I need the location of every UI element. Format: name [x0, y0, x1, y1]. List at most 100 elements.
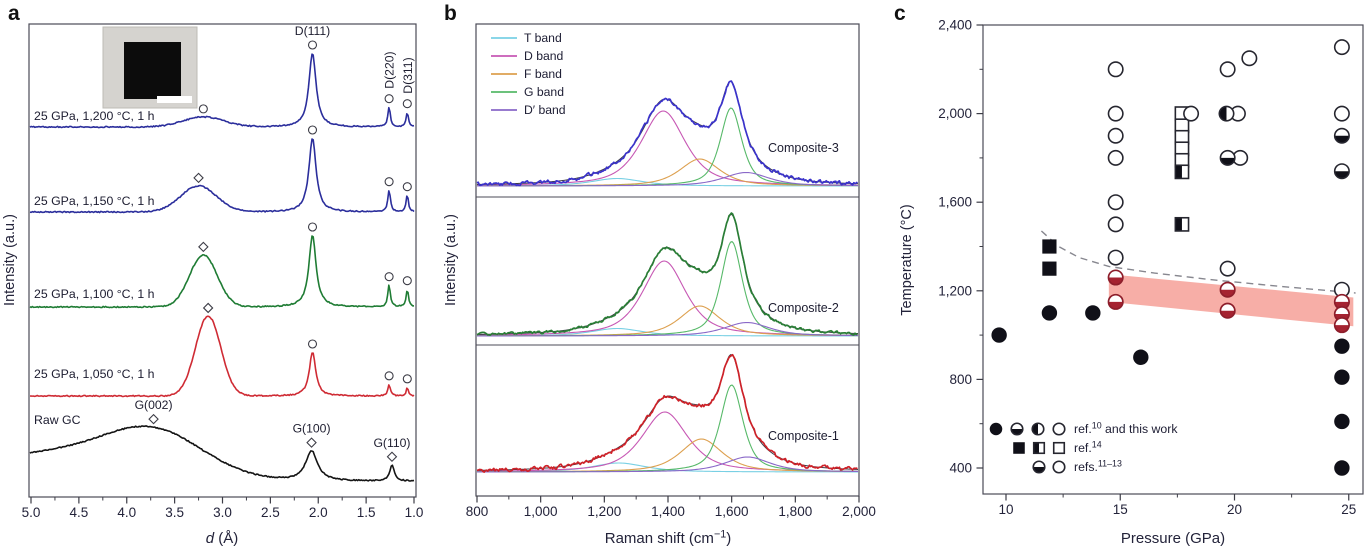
marker-circle-open [1107, 127, 1124, 144]
marker-circle-open [1052, 460, 1066, 474]
marker-circle-open [1219, 61, 1236, 78]
peak-marker-circle [384, 272, 394, 282]
series-half-left-squares [1174, 164, 1190, 232]
marker-circle-half-bottom [1032, 460, 1046, 474]
legend-row-3: refs.11–13 [1032, 458, 1122, 474]
peak-marker-circle [307, 222, 318, 232]
panel-a-ylabel: Intensity (a.u.) [2, 214, 18, 306]
legend-row-3-label: refs.11–13 [1074, 458, 1122, 474]
peak-marker-diamond [148, 413, 159, 425]
x-tick-label: 10 [998, 502, 1013, 517]
x-tick-label: 1.0 [405, 505, 424, 520]
curve-label-1100C: 25 GPa, 1,100 °C, 1 h [34, 287, 155, 301]
marker-circle-open [1107, 194, 1124, 211]
x-tick-label: 1,800 [778, 504, 812, 519]
x-tick-label: 1,400 [651, 504, 685, 519]
peak-marker-circle [384, 177, 394, 187]
marker-circle-open [1241, 50, 1258, 67]
marker-circle-open [1107, 149, 1124, 166]
marker-square-filled [1042, 239, 1057, 254]
peak-marker-circle [402, 374, 412, 384]
panel-c-xlabel: Pressure (GPa) [1121, 530, 1225, 547]
panel-a-letter: a [8, 2, 20, 25]
peak-marker-circle [384, 371, 394, 381]
y-tick-label: 1,600 [938, 195, 972, 210]
band-D'-composite-3 [477, 171, 859, 187]
series-red-half-circles [1107, 269, 1350, 334]
marker-fill [1175, 217, 1182, 231]
y-tick-label: 2,400 [938, 18, 972, 33]
x-tick-label: 1.5 [357, 505, 376, 520]
band-D-composite-2 [476, 260, 859, 336]
x-tick-label: 3.5 [165, 505, 184, 520]
x-tick-label: 2.5 [261, 505, 280, 520]
sample-photo-scalebar [157, 96, 192, 103]
panel-c-letter: c [894, 2, 906, 25]
marker-fill [1033, 442, 1039, 454]
y-tick-label: 1,200 [938, 283, 972, 298]
panel-b-xlabel: Raman shift (cm−1) [605, 528, 732, 547]
series-filled-squares [1042, 239, 1057, 276]
marker-circle-open [1333, 39, 1350, 56]
series-filled-circles [991, 305, 1350, 476]
curve-raw-gc [29, 425, 415, 482]
marker-circle-half-bottom [1219, 149, 1236, 166]
peak-marker-circle [384, 94, 394, 104]
marker-circle-filled [1133, 349, 1149, 365]
panel-c-ylabel: Temperature (°C) [899, 204, 915, 315]
x-tick-label: 1,000 [524, 504, 558, 519]
panel-b-ylabel: Intensity (a.u.) [443, 214, 459, 306]
marker-circle-filled [1334, 369, 1350, 385]
marker-circle-filled [1085, 305, 1101, 321]
data-trace-composite-3 [476, 80, 858, 187]
marker-circle-filled [1041, 305, 1058, 321]
legend-label-T: T band [524, 31, 562, 45]
peak-marker-diamond [306, 437, 317, 448]
x-tick-label: 5.0 [22, 505, 41, 520]
marker-square-half-left [1032, 441, 1046, 455]
peak-marker-diamond [193, 172, 204, 184]
marker-fill [1175, 165, 1182, 179]
peak-marker-circle [402, 276, 412, 286]
band-F-composite-3 [477, 158, 859, 187]
curve-1100C [29, 235, 415, 309]
legend-row-2: ref.14 [1013, 439, 1102, 455]
marker-circle-red-half-bottom [1219, 302, 1236, 319]
x-tick-label: 800 [466, 504, 489, 519]
marker-square-filled [1042, 261, 1057, 276]
x-tick-label: 2.0 [309, 505, 328, 520]
peak-label: G(110) [373, 436, 410, 450]
legend-label-D: D band [524, 49, 563, 63]
peak-marker-diamond [198, 241, 209, 253]
marker-circle-half-left [1218, 105, 1235, 122]
peak-marker-circle [402, 99, 412, 109]
peak-marker-circle [198, 104, 208, 114]
legend-row-1-label: ref.10 and this work [1074, 420, 1178, 436]
x-tick-label: 1,600 [715, 504, 749, 519]
curve-label-raw-gc: Raw GC [34, 413, 81, 427]
panel-b: 800 1,000 1,200 1,400 1,600 1,800 2,000 Raman s… [443, 23, 876, 547]
peak-marker-diamond [202, 302, 214, 314]
y-tick-label: 800 [949, 372, 972, 387]
fit-envelope-composite-2 [476, 214, 859, 335]
marker-circle-open [1107, 105, 1124, 122]
curve-1150C [29, 138, 415, 214]
x-tick-label: 1,200 [587, 504, 621, 519]
curve-1050C [29, 315, 415, 398]
marker-circle-filled [1334, 413, 1350, 430]
marker-circle-open [1107, 61, 1124, 78]
marker-circle-half-bottom [1333, 127, 1350, 144]
spectrum-label-composite-2: Composite-2 [768, 301, 839, 315]
peak-marker-circle [402, 182, 412, 192]
spectrum-label-composite-1: Composite-1 [768, 429, 839, 443]
series-open-circles [1107, 39, 1350, 298]
series-half-left-circles [1218, 105, 1235, 122]
diamond-formation-band [1108, 274, 1354, 327]
peak-marker-circle [307, 339, 318, 349]
marker-square-half-left [1174, 164, 1190, 180]
band-D'-composite-2 [477, 321, 859, 337]
sample-photo-specimen [124, 42, 181, 99]
panel-a: 5.0 4.5 4.0 3.5 3.0 2.5 2.0 1.5 1.0 d (Å) Intensit… [2, 23, 424, 547]
